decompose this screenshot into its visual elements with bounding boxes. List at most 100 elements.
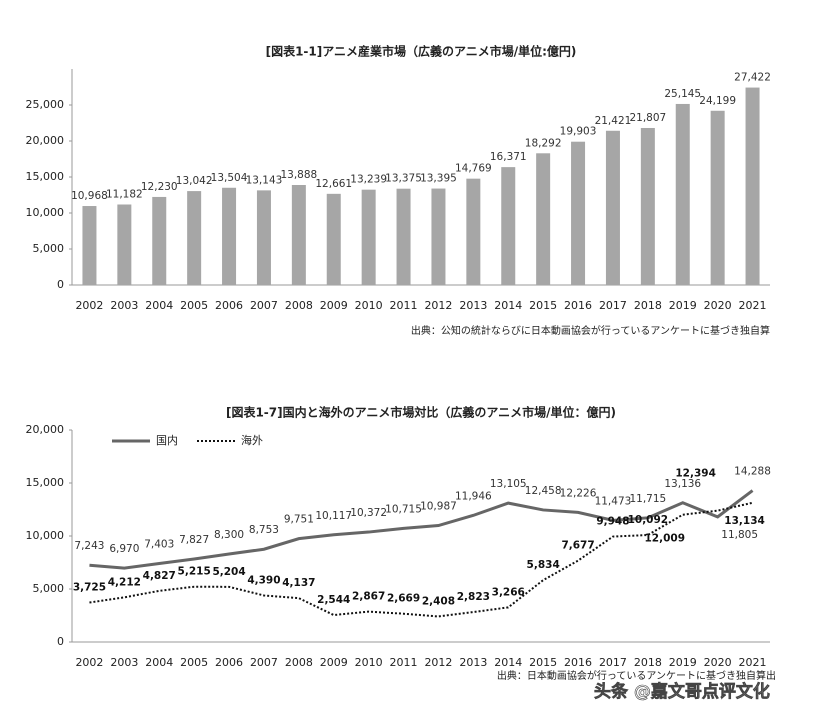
y-tick-label: 10,000 [26,529,65,542]
value-label: 13,239 [350,174,387,186]
bar [396,188,411,285]
value-label: 12,009 [644,533,685,545]
bar [501,167,516,285]
bar [82,206,97,285]
y-tick-label: 5,000 [33,582,65,595]
value-label: 12,394 [675,468,716,480]
x-tick-label: 2015 [529,656,557,669]
x-tick-label: 2012 [424,656,452,669]
bar [291,185,306,285]
x-tick-label: 2009 [320,299,348,312]
x-tick-label: 2002 [75,656,103,669]
bar [431,188,446,285]
x-tick-label: 2005 [180,299,208,312]
bar [710,110,725,285]
x-tick-label: 2019 [669,299,697,312]
value-label: 11,715 [629,493,666,505]
value-label: 16,371 [490,151,527,163]
x-tick-label: 2019 [669,656,697,669]
value-label: 14,769 [455,163,492,175]
value-label: 25,145 [664,88,701,100]
value-label: 13,105 [490,478,527,490]
value-label: 3,266 [492,586,525,598]
x-tick-label: 2004 [145,299,173,312]
value-label: 2,669 [387,593,420,605]
x-tick-label: 2003 [110,299,138,312]
watermark: 头条 @嘉文哥点评文化 [594,681,770,702]
value-label: 11,946 [455,490,492,502]
chart-title: [図表1-7]国内と海外のアニメ市場対比（広義のアニメ市場/単位：億円) [226,405,616,420]
x-tick-label: 2011 [390,656,418,669]
value-label: 5,834 [527,559,560,571]
x-tick-label: 2007 [250,656,278,669]
series-line [89,501,753,618]
x-tick-label: 2011 [390,299,418,312]
bar [640,127,655,286]
value-label: 21,807 [629,112,666,124]
y-tick-label: 20,000 [26,134,65,147]
bar [256,190,271,285]
bar [675,103,690,286]
value-label: 5,215 [178,566,211,578]
value-label: 7,403 [144,539,174,551]
value-label: 4,390 [247,574,280,586]
x-tick-label: 2012 [424,299,452,312]
source-note: 出典：公知の統計ならびに日本動画協会が行っているアンケートに基づき独自算 [411,324,770,337]
value-label: 14,288 [734,466,771,478]
value-label: 3,725 [73,582,106,594]
value-label: 2,867 [352,591,385,603]
x-tick-label: 2006 [215,656,243,669]
y-tick-label: 0 [57,635,64,648]
y-tick-label: 20,000 [26,423,65,436]
x-tick-label: 2016 [564,656,592,669]
source-note: 出典：日本動画協会が行っているアンケートに基づき独自算出 [497,669,776,682]
legend-label: 国内 [156,433,178,447]
x-tick-label: 2013 [459,656,487,669]
value-label: 4,212 [108,576,141,588]
bar [361,189,376,285]
value-label: 13,134 [724,515,765,527]
value-label: 4,137 [282,577,315,589]
x-tick-label: 2015 [529,299,557,312]
value-label: 12,226 [560,487,597,499]
bar [745,87,760,285]
x-tick-label: 2009 [320,656,348,669]
legend-label: 海外 [241,433,263,447]
value-label: 7,827 [179,534,209,546]
x-tick-label: 2017 [599,656,627,669]
value-label: 11,182 [106,188,143,200]
x-tick-label: 2013 [459,299,487,312]
value-label: 13,042 [176,175,213,187]
value-label: 8,753 [249,524,279,536]
x-tick-label: 2017 [599,299,627,312]
x-tick-label: 2016 [564,299,592,312]
bar [536,153,551,285]
value-label: 2,408 [422,595,455,607]
value-label: 24,199 [699,95,736,107]
bar [466,178,481,285]
value-label: 12,230 [141,181,178,193]
value-label: 12,458 [525,485,562,497]
value-label: 13,136 [664,478,701,490]
x-tick-label: 2007 [250,299,278,312]
value-label: 7,677 [561,540,594,552]
value-label: 10,987 [420,501,457,513]
value-label: 2,823 [457,591,490,603]
x-tick-label: 2021 [739,656,767,669]
chart-title: [図表1-1]アニメ産業市場（広義のアニメ市場/単位:億円) [266,44,577,59]
value-label: 8,300 [214,529,244,541]
x-tick-label: 2004 [145,656,173,669]
value-label: 9,751 [284,514,314,526]
y-tick-label: 15,000 [26,170,65,183]
value-label: 6,970 [109,543,139,555]
x-tick-label: 2014 [494,299,522,312]
x-tick-label: 2020 [704,299,732,312]
value-label: 10,117 [315,510,352,522]
value-label: 19,903 [560,126,597,138]
value-label: 5,204 [212,566,245,578]
bar [222,187,237,285]
value-label: 21,421 [595,115,632,127]
x-tick-label: 2018 [634,656,662,669]
x-tick-label: 2020 [704,656,732,669]
bar [605,130,620,285]
